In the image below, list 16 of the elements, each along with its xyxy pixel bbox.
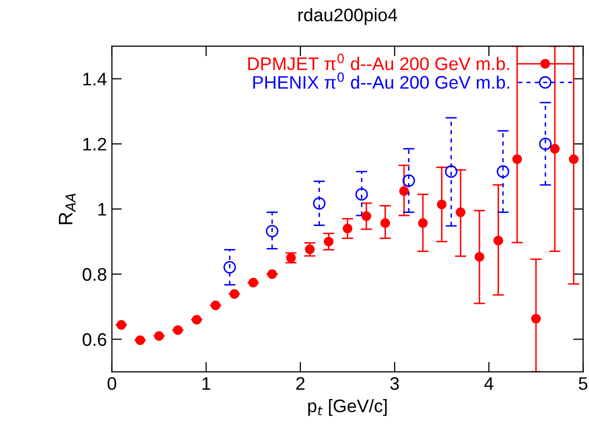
- x-tick-label: 1: [202, 377, 210, 390]
- y-tick-label: 1.4: [83, 72, 107, 86]
- x-tick-label: 3: [390, 377, 399, 390]
- x-axis-title: p$_{t}$ [GeV/c]: [308, 399, 387, 416]
- chart-title: rdau200pio4: [298, 8, 398, 25]
- x-tick-label: 2: [296, 377, 305, 390]
- y-tick-label: 0.6: [82, 333, 106, 346]
- x-tick-label: 5: [578, 377, 588, 390]
- legend-label: PHENIX π$^{0}$ d--Au 200 GeV m.b.: [253, 72, 510, 89]
- y-axis-title: R$_{AA}$: [58, 194, 76, 224]
- y-tick-label: 1: [98, 203, 106, 216]
- x-tick-label: 4: [484, 377, 494, 390]
- x-tick-label: 0: [108, 377, 116, 390]
- legend-label: DPMJET π$^{0}$ d--Au 200 GeV m.b.: [248, 54, 510, 70]
- y-tick-label: 1.2: [83, 138, 106, 150]
- y-tick-label: 0.8: [82, 268, 106, 281]
